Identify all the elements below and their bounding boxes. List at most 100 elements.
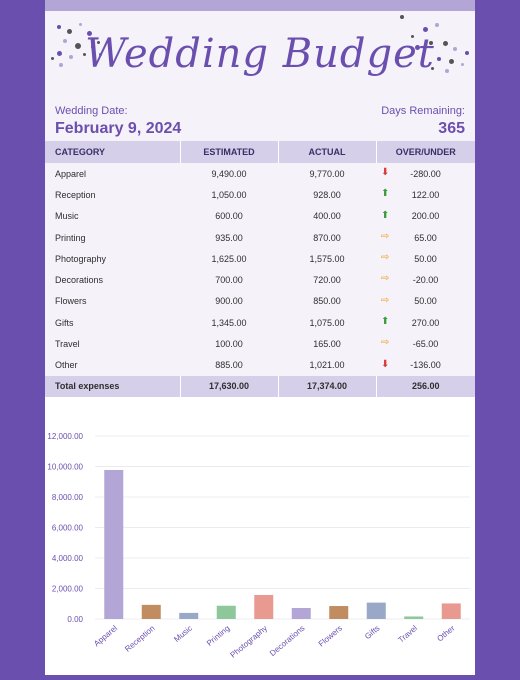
- y-tick-label: 4,000.00: [52, 554, 84, 563]
- row-actual[interactable]: 1,575.00: [309, 253, 345, 264]
- bar-music[interactable]: [179, 612, 199, 619]
- arrow-right-icon: ⇨: [381, 337, 390, 349]
- x-tick-label: Apparel: [92, 623, 119, 648]
- x-tick-label: Travel: [396, 623, 419, 644]
- row-over-under: ⬇ -280.00: [376, 163, 475, 184]
- row-over-under-value: 200.00: [411, 211, 440, 222]
- row-over-under-value: -20.00: [412, 275, 439, 286]
- table-row: Travel 100.00 165.00 ⇨ -65.00: [45, 333, 475, 354]
- row-category[interactable]: Travel: [55, 339, 80, 350]
- wedding-info: Wedding Date: February 9, 2024 Days Rema…: [45, 93, 475, 141]
- row-category[interactable]: Printing: [55, 232, 86, 243]
- expenses-chart: 0.00 2,000.00 4,000.00 6,000.00 8,000.00 10,0…: [45, 420, 475, 675]
- total-actual: 17,374.00: [277, 375, 376, 397]
- col-header-estimated[interactable]: ESTIMATED: [180, 141, 279, 163]
- bar-photography[interactable]: [254, 594, 274, 619]
- row-actual[interactable]: 400.00: [313, 211, 341, 222]
- total-label: Total expenses: [45, 375, 180, 397]
- wedding-date-label: Wedding Date:: [55, 105, 128, 117]
- row-over-under-value: 50.00: [414, 296, 437, 307]
- page-title: Wedding Budget: [85, 31, 435, 77]
- row-category[interactable]: Flowers: [55, 296, 87, 307]
- row-category[interactable]: Music: [55, 211, 79, 222]
- y-tick-label: 12,000.00: [47, 432, 83, 441]
- row-actual[interactable]: 165.00: [313, 339, 341, 350]
- bar-travel[interactable]: [404, 616, 424, 619]
- table-row: Printing 935.00 870.00 ⇨ 65.00: [45, 227, 475, 248]
- x-tick-label: Printing: [205, 624, 232, 648]
- row-actual[interactable]: 1,075.00: [309, 317, 345, 328]
- row-category[interactable]: Photography: [55, 253, 107, 264]
- bar-gifts[interactable]: [366, 602, 386, 619]
- budget-table: CATEGORY ESTIMATED ACTUAL OVER/UNDER App…: [45, 141, 475, 397]
- y-tick-label: 0.00: [67, 615, 83, 624]
- row-over-under-value: -280.00: [410, 168, 441, 179]
- table-row: Other 885.00 1,021.00 ⬇ -136.00: [45, 355, 475, 376]
- col-header-actual[interactable]: ACTUAL: [278, 141, 377, 163]
- days-remaining-label: Days Remaining:: [381, 105, 465, 117]
- bar-reception[interactable]: [141, 604, 161, 619]
- row-estimated[interactable]: 1,050.00: [211, 189, 247, 200]
- row-category[interactable]: Apparel: [55, 168, 87, 179]
- bar-decorations[interactable]: [291, 608, 311, 619]
- row-estimated[interactable]: 935.00: [215, 232, 243, 243]
- row-estimated[interactable]: 1,345.00: [211, 317, 247, 328]
- total-estimated: 17,630.00: [179, 375, 278, 397]
- row-over-under-value: 270.00: [411, 317, 440, 328]
- row-estimated[interactable]: 900.00: [215, 296, 243, 307]
- row-over-under: ⇨ 50.00: [376, 291, 475, 312]
- arrow-up-icon: ⬆: [381, 209, 390, 221]
- row-actual[interactable]: 9,770.00: [309, 168, 345, 179]
- row-over-under: ⇨ 50.00: [376, 248, 475, 269]
- row-category[interactable]: Reception: [55, 189, 96, 200]
- y-tick-label: 2,000.00: [52, 585, 84, 594]
- bar-flowers[interactable]: [329, 606, 349, 619]
- header-banner: Wedding Budget: [45, 11, 475, 93]
- row-over-under: ⬆ 122.00: [376, 184, 475, 205]
- row-over-under: ⬆ 270.00: [376, 312, 475, 333]
- x-tick-label: Flowers: [317, 624, 344, 649]
- days-remaining-value: 365: [438, 120, 465, 137]
- table-row: Flowers 900.00 850.00 ⇨ 50.00: [45, 291, 475, 312]
- table-header-row: CATEGORY ESTIMATED ACTUAL OVER/UNDER: [45, 141, 475, 163]
- wedding-date-value[interactable]: February 9, 2024: [55, 120, 182, 137]
- row-over-under-value: -65.00: [412, 339, 439, 350]
- arrow-down-icon: ⬇: [381, 167, 390, 178]
- arrow-right-icon: ⇨: [381, 273, 390, 285]
- y-tick-label: 10,000.00: [47, 463, 83, 472]
- row-over-under: ⇨ 65.00: [376, 227, 475, 248]
- row-estimated[interactable]: 1,625.00: [211, 253, 247, 264]
- row-actual[interactable]: 1,021.00: [309, 360, 345, 371]
- x-tick-label: Decorations: [268, 624, 306, 658]
- row-over-under: ⬇ -136.00: [376, 355, 475, 376]
- col-header-category[interactable]: CATEGORY: [45, 141, 181, 163]
- row-over-under: ⇨ -65.00: [376, 333, 475, 354]
- bar-apparel[interactable]: [104, 470, 124, 619]
- bar-printing[interactable]: [216, 605, 236, 619]
- arrow-right-icon: ⇨: [381, 294, 390, 306]
- table-row: Gifts 1,345.00 1,075.00 ⬆ 270.00: [45, 312, 475, 333]
- row-actual[interactable]: 720.00: [313, 275, 341, 286]
- row-estimated[interactable]: 9,490.00: [211, 168, 247, 179]
- top-accent-bar: [45, 0, 475, 11]
- row-actual[interactable]: 928.00: [313, 189, 341, 200]
- row-actual[interactable]: 870.00: [313, 232, 341, 243]
- expenses-bar-chart: 0.00 2,000.00 4,000.00 6,000.00 8,000.00 10,0…: [47, 432, 470, 660]
- col-header-over-under[interactable]: OVER/UNDER: [376, 141, 475, 163]
- row-category[interactable]: Decorations: [55, 275, 104, 286]
- total-over-under: 256.00: [375, 375, 475, 397]
- row-over-under-value: 50.00: [414, 253, 437, 264]
- row-category[interactable]: Gifts: [55, 317, 74, 328]
- row-category[interactable]: Other: [55, 360, 78, 371]
- row-estimated[interactable]: 600.00: [215, 211, 243, 222]
- arrow-right-icon: ⇨: [381, 230, 390, 242]
- row-estimated[interactable]: 885.00: [215, 360, 243, 371]
- arrow-up-icon: ⬆: [381, 188, 390, 200]
- row-actual[interactable]: 850.00: [313, 296, 341, 307]
- table-row: Apparel 9,490.00 9,770.00 ⬇ -280.00: [45, 163, 475, 184]
- bar-other[interactable]: [441, 603, 461, 619]
- row-estimated[interactable]: 100.00: [215, 339, 243, 350]
- x-tick-label: Other: [435, 623, 456, 643]
- y-tick-label: 6,000.00: [52, 524, 84, 533]
- row-estimated[interactable]: 700.00: [215, 275, 243, 286]
